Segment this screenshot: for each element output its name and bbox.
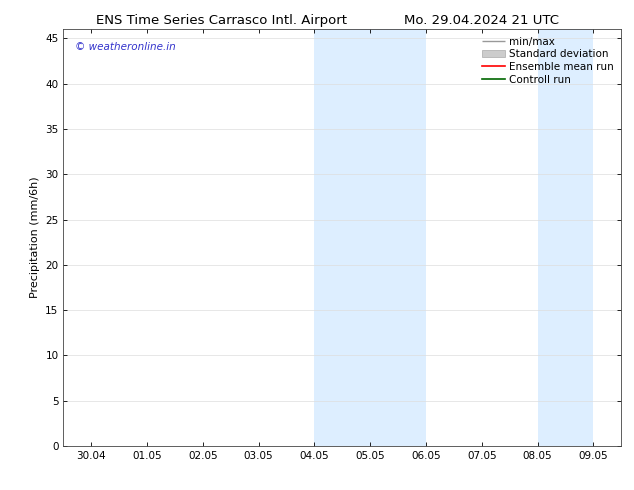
Bar bbox=[566, 29, 593, 446]
Bar bbox=[342, 29, 370, 446]
Bar bbox=[538, 29, 566, 446]
Y-axis label: Precipitation (mm/6h): Precipitation (mm/6h) bbox=[30, 177, 40, 298]
Text: Mo. 29.04.2024 21 UTC: Mo. 29.04.2024 21 UTC bbox=[404, 14, 559, 27]
Text: ENS Time Series Carrasco Intl. Airport: ENS Time Series Carrasco Intl. Airport bbox=[96, 14, 347, 27]
Bar bbox=[398, 29, 426, 446]
Text: © weatheronline.in: © weatheronline.in bbox=[75, 42, 176, 52]
Bar bbox=[314, 29, 342, 446]
Legend: min/max, Standard deviation, Ensemble mean run, Controll run: min/max, Standard deviation, Ensemble me… bbox=[480, 35, 616, 87]
Bar bbox=[370, 29, 398, 446]
